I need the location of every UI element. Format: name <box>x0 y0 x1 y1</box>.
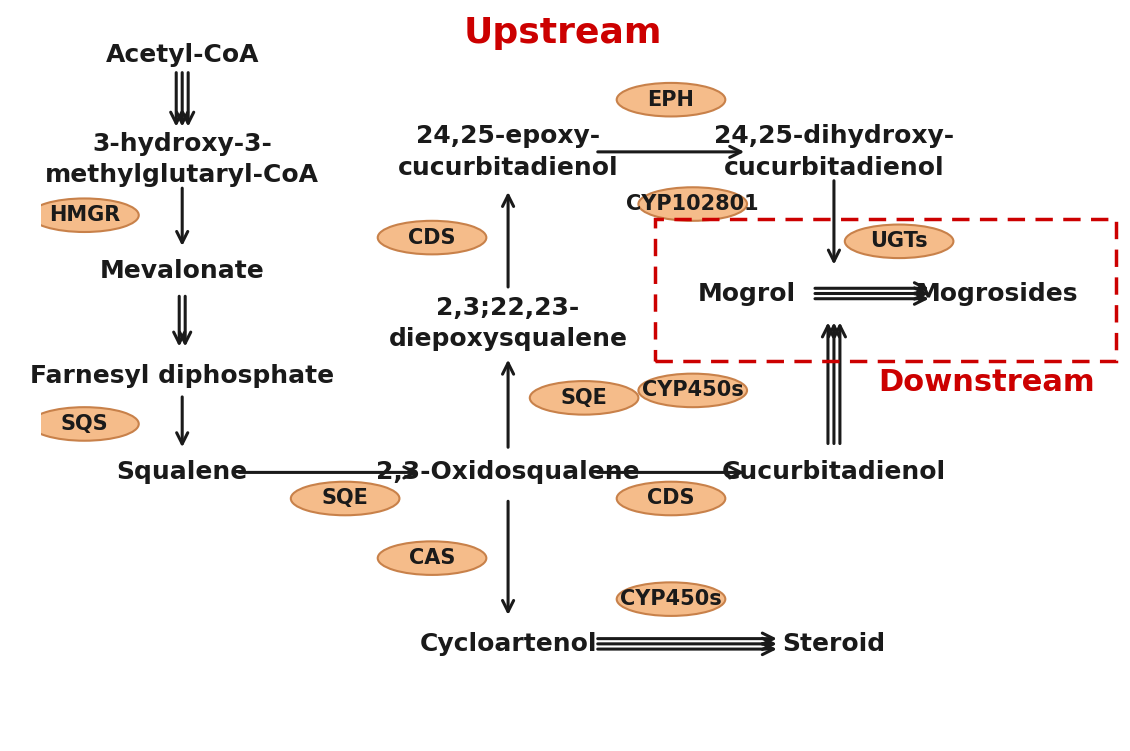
Text: Mevalonate: Mevalonate <box>99 259 264 283</box>
Ellipse shape <box>617 582 725 616</box>
Ellipse shape <box>638 374 747 407</box>
Text: HMGR: HMGR <box>49 205 120 225</box>
Text: Downstream: Downstream <box>878 368 1095 397</box>
Text: SQS: SQS <box>61 414 108 434</box>
Ellipse shape <box>617 83 725 116</box>
Text: UGTs: UGTs <box>870 231 928 252</box>
Ellipse shape <box>377 221 486 255</box>
Ellipse shape <box>290 481 399 515</box>
Text: EPH: EPH <box>647 89 695 110</box>
Text: Upstream: Upstream <box>463 16 662 50</box>
Text: CDS: CDS <box>647 488 695 508</box>
Text: Acetyl-CoA: Acetyl-CoA <box>105 43 259 67</box>
Text: Farnesyl diphosphate: Farnesyl diphosphate <box>31 363 334 388</box>
Text: Cycloartenol: Cycloartenol <box>419 632 597 656</box>
Ellipse shape <box>617 481 725 515</box>
Text: Steroid: Steroid <box>782 632 886 656</box>
Text: Squalene: Squalene <box>116 460 247 484</box>
Text: 2,3-Oxidosqualene: 2,3-Oxidosqualene <box>376 460 640 484</box>
Text: Cucurbitadienol: Cucurbitadienol <box>722 460 946 484</box>
Ellipse shape <box>31 198 139 232</box>
Ellipse shape <box>31 407 139 441</box>
Text: CDS: CDS <box>408 228 455 248</box>
Text: CYP102801: CYP102801 <box>626 194 759 214</box>
Ellipse shape <box>530 381 638 415</box>
Text: SQE: SQE <box>322 488 368 508</box>
Text: Mogrosides: Mogrosides <box>915 282 1078 306</box>
Text: CAS: CAS <box>409 548 455 569</box>
Text: CYP450s: CYP450s <box>642 381 744 400</box>
Text: 2,3;22,23-
diepoxysqualene: 2,3;22,23- diepoxysqualene <box>389 296 627 351</box>
Ellipse shape <box>377 541 486 575</box>
Text: 24,25-dihydroxy-
cucurbitadienol: 24,25-dihydroxy- cucurbitadienol <box>714 124 954 179</box>
Text: Mogrol: Mogrol <box>698 282 797 306</box>
Ellipse shape <box>845 225 954 258</box>
Text: 3-hydroxy-3-
methylglutaryl-CoA: 3-hydroxy-3- methylglutaryl-CoA <box>45 131 319 187</box>
Text: CYP450s: CYP450s <box>620 589 722 609</box>
Text: 24,25-epoxy-
cucurbitadienol: 24,25-epoxy- cucurbitadienol <box>398 124 618 179</box>
Bar <box>654 219 1116 360</box>
Ellipse shape <box>638 187 747 221</box>
Text: SQE: SQE <box>560 388 608 408</box>
